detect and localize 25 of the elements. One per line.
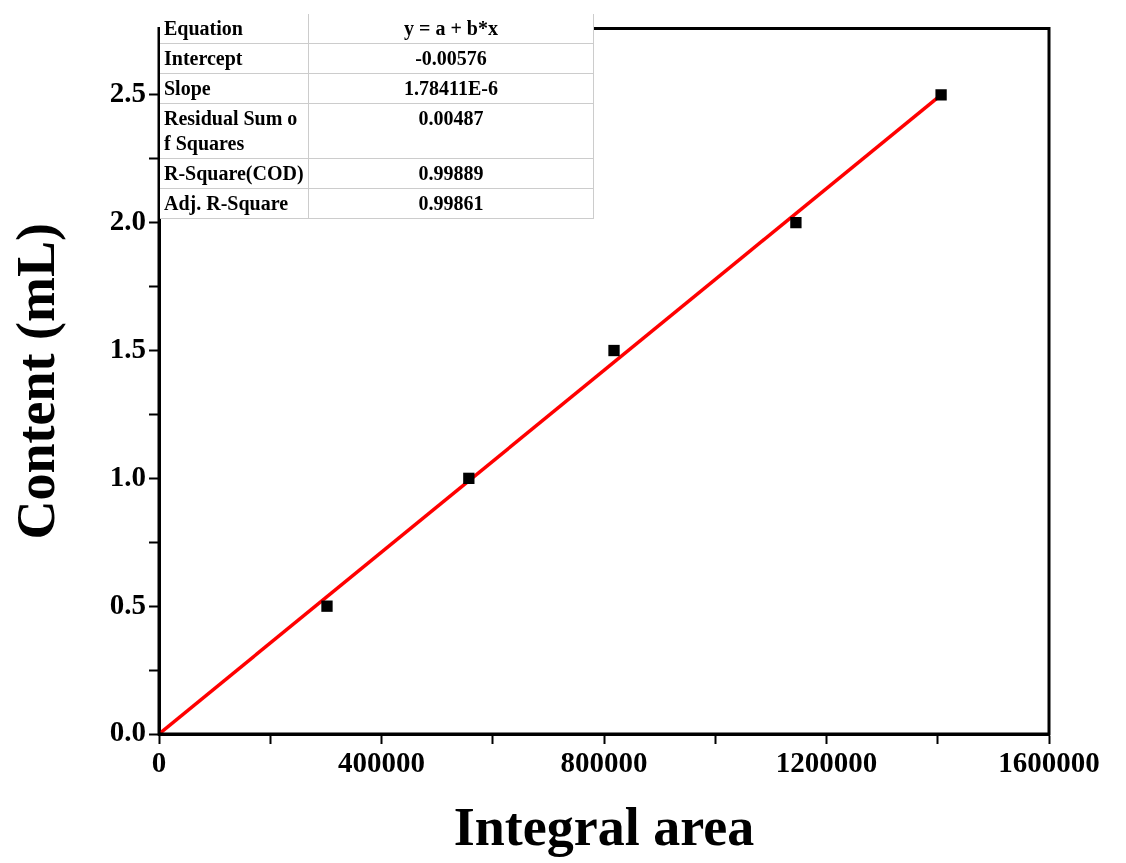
x-axis-title: Integral area bbox=[453, 796, 755, 857]
annotation: Intercept bbox=[160, 43, 309, 74]
y-tick-label: 0.0 bbox=[109, 715, 146, 748]
y-tick-label: 0.5 bbox=[109, 587, 146, 620]
y-tick-label: 2.0 bbox=[109, 204, 146, 237]
x-tick-label: 800000 bbox=[560, 745, 648, 778]
annotation: 0.99889 bbox=[308, 158, 594, 189]
annotation: -0.00576 bbox=[308, 43, 594, 74]
annotation: 0.99861 bbox=[308, 188, 594, 219]
annotation: R-Square(COD) bbox=[160, 158, 309, 189]
y-axis-title: Content (mL) bbox=[6, 222, 67, 540]
annotation: 0.00487 bbox=[308, 103, 594, 159]
x-tick-label: 0 bbox=[151, 745, 167, 778]
annotation: y = a + b*x bbox=[308, 14, 594, 44]
annotation: Residual Sum of Squares bbox=[160, 103, 309, 159]
y-tick-label: 1.5 bbox=[109, 332, 146, 365]
x-tick-label: 1200000 bbox=[775, 745, 878, 778]
y-tick-label: 2.5 bbox=[109, 76, 146, 109]
annotation: Equation bbox=[160, 14, 309, 44]
y-tick-label: 1.0 bbox=[109, 459, 146, 492]
x-tick-label: 1600000 bbox=[998, 745, 1100, 778]
annotation: Slope bbox=[160, 73, 309, 104]
annotation: Adj. R-Square bbox=[160, 188, 309, 219]
annotation: 1.78411E-6 bbox=[308, 73, 594, 104]
x-tick-label: 400000 bbox=[338, 745, 425, 778]
